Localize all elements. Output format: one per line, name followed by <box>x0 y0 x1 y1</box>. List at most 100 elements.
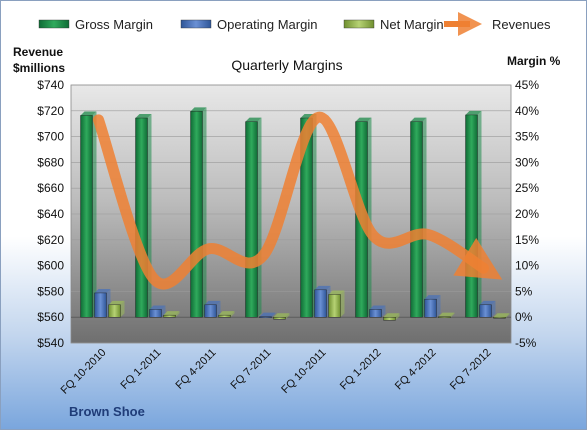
revenue-point <box>482 267 484 269</box>
bar-top <box>465 110 482 115</box>
bar-top <box>108 300 125 305</box>
company-label: Brown Shoe <box>69 404 145 419</box>
left-tick-label: $600 <box>37 259 64 273</box>
revenue-line-path <box>93 111 503 290</box>
bar-top <box>424 295 441 300</box>
revenue-point <box>262 254 264 256</box>
x-tick-label: FQ 4-2011 <box>174 347 219 392</box>
right-tick-label: 40% <box>515 104 539 118</box>
bar-side <box>257 117 262 318</box>
left-tick-label: $620 <box>37 233 64 247</box>
revenue-point <box>372 235 374 237</box>
bar-operating-margin <box>94 292 107 318</box>
right-axis-title: Margin % <box>507 54 561 68</box>
x-tick-label: FQ 4-2012 <box>393 347 439 393</box>
right-tick-label: -5% <box>515 336 537 350</box>
bar-gross-margin <box>245 121 258 318</box>
bar-gross-margin <box>465 114 478 318</box>
revenue-point <box>207 248 209 250</box>
bar-side <box>505 313 510 319</box>
legend-label: Operating Margin <box>217 17 317 32</box>
left-tick-label: $580 <box>37 284 64 298</box>
bar-side <box>92 111 97 318</box>
x-tick-label: FQ 10-2011 <box>279 347 328 396</box>
bar-side <box>285 313 290 320</box>
bar-top <box>163 311 180 316</box>
bar-operating-margin <box>204 304 217 318</box>
bar-top <box>218 311 235 316</box>
left-axis-title-line-2: $millions <box>13 61 65 75</box>
bar-side <box>450 312 455 318</box>
bar-net-margin <box>218 314 231 318</box>
bar-gross-margin <box>410 121 423 318</box>
right-tick-label: 20% <box>515 207 539 221</box>
bar-top <box>314 285 331 290</box>
bar-gross-margin <box>300 117 313 318</box>
bar-side <box>491 300 496 318</box>
bar-top <box>369 305 386 310</box>
chart-title: Quarterly Margins <box>231 57 342 73</box>
bar-side <box>422 117 427 318</box>
bar-side <box>477 110 482 318</box>
bar-operating-margin <box>259 316 272 318</box>
bar-operating-margin <box>149 309 162 318</box>
bar-side <box>436 295 441 318</box>
bar-top <box>94 288 111 293</box>
legend-swatch <box>38 19 70 29</box>
bar-top <box>273 313 290 318</box>
bar-operating-margin <box>314 289 327 318</box>
legend-label: Gross Margin <box>75 17 153 32</box>
left-tick-label: $700 <box>37 130 64 144</box>
x-tick-label: FQ 1-2011 <box>119 347 164 392</box>
bar-operating-margin <box>424 298 437 318</box>
x-tick-label: FQ 10-2010 <box>59 347 109 397</box>
left-axis-title-line-1: Revenue <box>13 45 63 59</box>
right-tick-label: 30% <box>515 155 539 169</box>
bar-side <box>312 114 317 318</box>
revenue-point <box>97 119 99 121</box>
left-tick-label: $660 <box>37 181 64 195</box>
bar-top <box>355 117 372 122</box>
left-tick-label: $720 <box>37 104 64 118</box>
left-tick-label: $740 <box>37 78 64 92</box>
right-tick-label: 15% <box>515 233 539 247</box>
left-tick-label: $540 <box>37 336 64 350</box>
bar-top <box>410 117 427 122</box>
legend-label: Revenues <box>492 17 551 32</box>
left-tick-label: $640 <box>37 207 64 221</box>
right-tick-label: 5% <box>515 284 533 298</box>
bar-top <box>493 313 510 318</box>
bar-net-margin <box>273 317 286 320</box>
bar-top <box>438 312 455 317</box>
bar-side <box>202 107 207 318</box>
bar-gross-margin <box>135 117 148 318</box>
right-tick-label: 0% <box>515 310 533 324</box>
bar-side <box>395 313 400 321</box>
bar-net-margin <box>383 317 396 321</box>
bar-top <box>135 114 152 119</box>
bar-side <box>340 290 345 318</box>
bar-top <box>190 107 207 112</box>
right-tick-label: 25% <box>515 181 539 195</box>
left-tick-label: $680 <box>37 155 64 169</box>
bar-side <box>147 114 152 318</box>
bar-operating-margin <box>369 309 382 318</box>
legend-swatch <box>180 19 212 29</box>
bar-side <box>216 300 221 318</box>
bar-side <box>381 305 386 318</box>
right-tick-label: 10% <box>515 259 539 273</box>
bar-net-margin <box>328 294 341 318</box>
legend: Gross Margin Operating Margin Net Margin Re… <box>38 12 551 36</box>
bar-side <box>161 305 166 318</box>
bar-side <box>271 312 276 318</box>
bar-top <box>245 117 262 122</box>
legend-swatch <box>343 19 375 29</box>
right-tick-label: 35% <box>515 130 539 144</box>
legend-label: Net Margin <box>380 17 444 32</box>
revenue-line <box>93 111 503 290</box>
bar-side <box>120 300 125 318</box>
x-tick-label: FQ 7-2012 <box>448 347 494 393</box>
right-tick-label: 45% <box>515 78 539 92</box>
